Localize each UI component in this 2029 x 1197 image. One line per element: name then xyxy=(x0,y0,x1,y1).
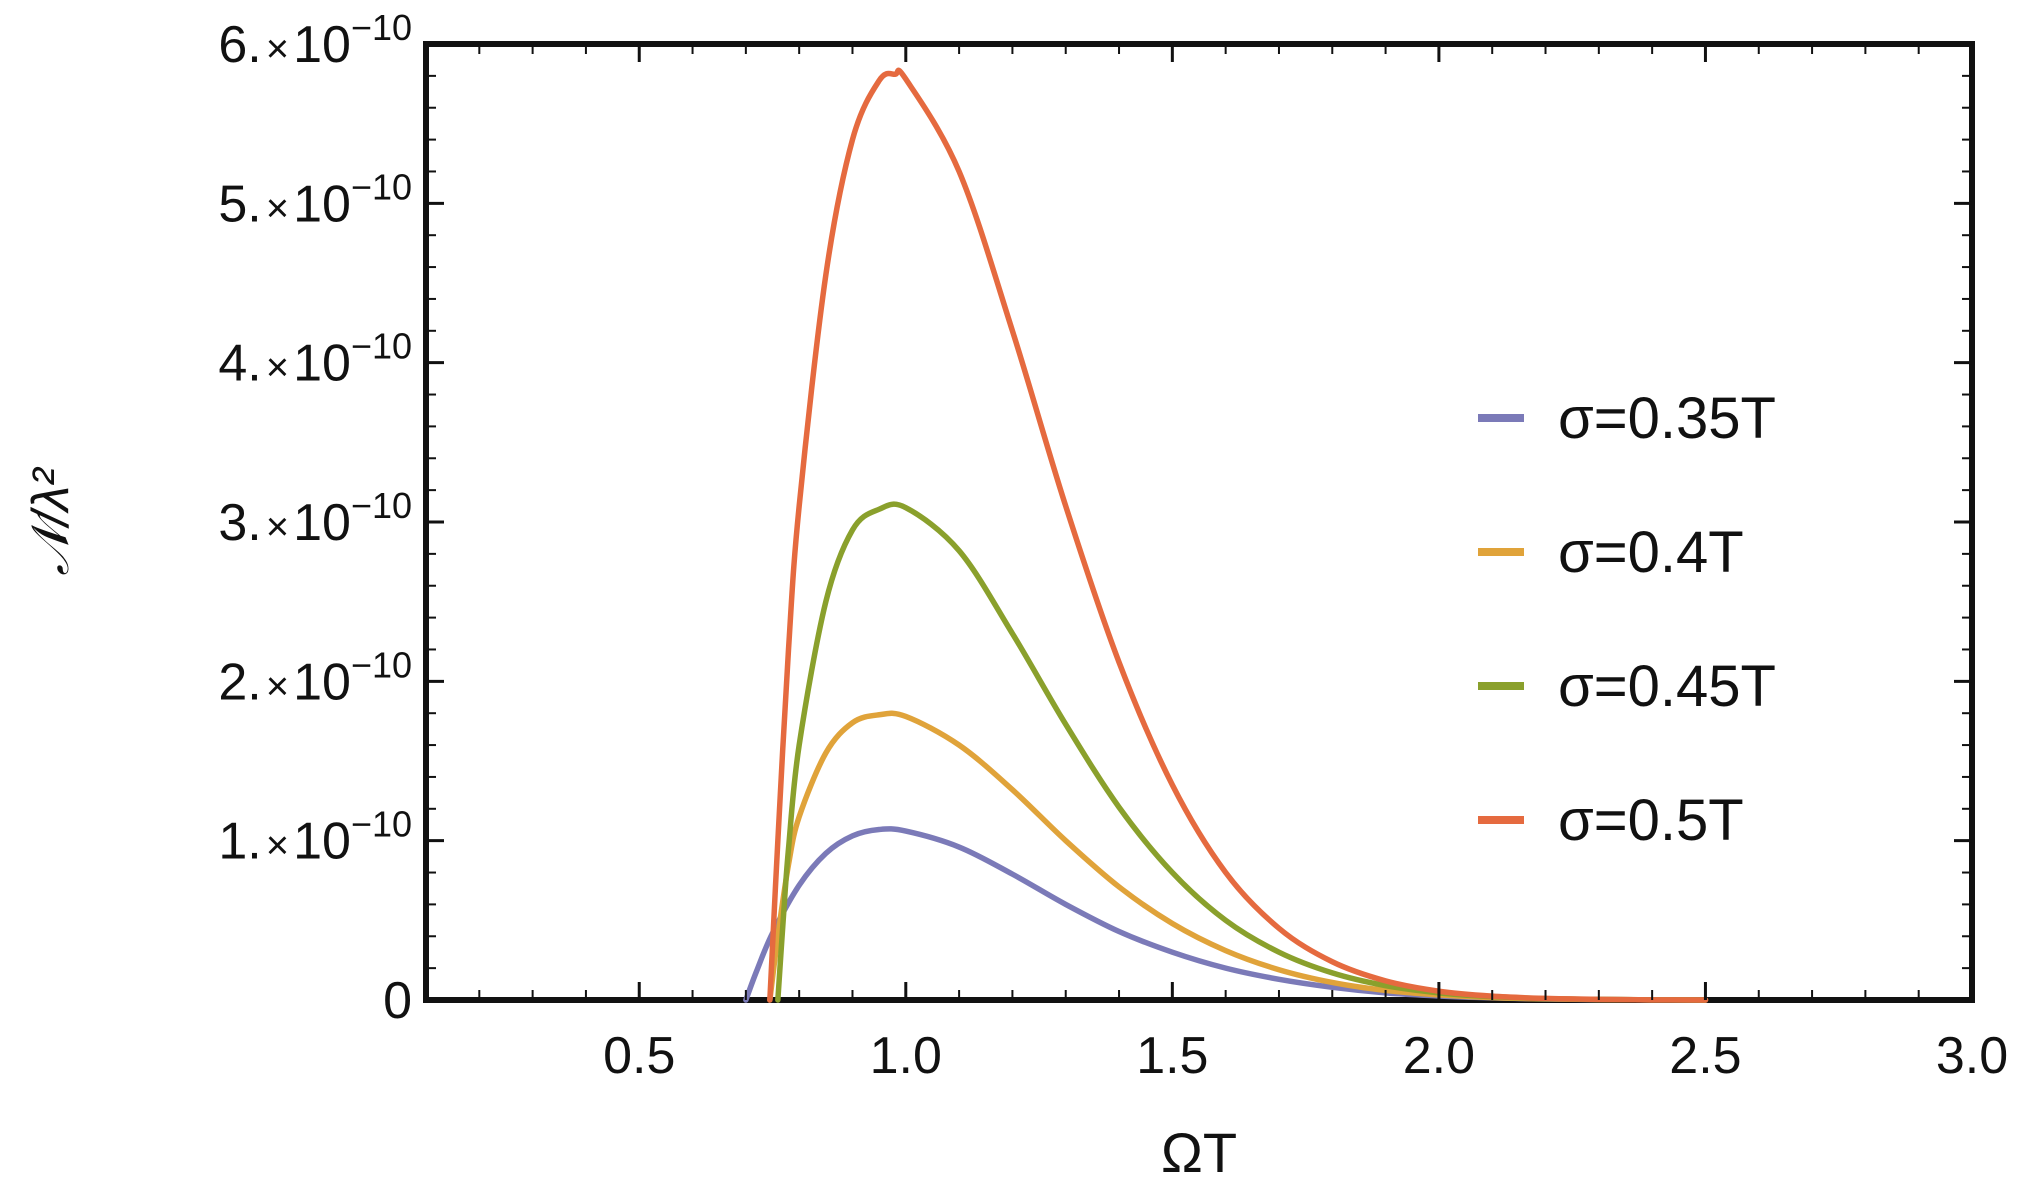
y-tick-label: 3. ×10−10 xyxy=(218,485,412,552)
x-tick-label: 0.5 xyxy=(603,1027,675,1085)
x-axis-ticks: 0.5 1.0 1.5 2.0 2.5 3.0 xyxy=(478,44,2008,1085)
series-line-2 xyxy=(767,710,1709,1003)
y-tick-label: 0 xyxy=(383,972,412,1030)
x-tick-label: 2.0 xyxy=(1403,1027,1475,1085)
y-tick-label: 1. ×10−10 xyxy=(218,804,412,871)
legend: σ=0.35T σ=0.4T σ=0.45T σ=0.5T xyxy=(1478,386,1776,853)
plot-area: 0.5 1.0 1.5 2.0 2.5 3.0 0 1. ×10−10 2. ×10−10 3. ×1… xyxy=(218,7,2008,1085)
legend-label-1: σ=0.35T xyxy=(1558,386,1776,451)
x-tick-label: 3.0 xyxy=(1936,1027,2008,1085)
y-tick-label: 4. ×10−10 xyxy=(218,326,412,393)
y-axis-ticks: 0 1. ×10−10 2. ×10−10 3. ×10−10 4. ×10−10 5. ×10−1… xyxy=(218,7,1972,1030)
y-axis-title: 𝒩/λ² xyxy=(22,467,80,576)
y-tick-label: 2. ×10−10 xyxy=(218,644,412,711)
legend-label-2: σ=0.4T xyxy=(1558,520,1744,585)
y-tick-label: 6. ×10−10 xyxy=(218,7,412,74)
y-tick-label: 5. ×10−10 xyxy=(218,166,412,233)
x-tick-label: 1.0 xyxy=(870,1027,942,1085)
x-tick-label: 1.5 xyxy=(1136,1027,1208,1085)
series-line-1 xyxy=(743,826,1709,1003)
x-tick-label: 2.5 xyxy=(1669,1027,1741,1085)
legend-label-4: σ=0.5T xyxy=(1558,788,1744,853)
series-line-4 xyxy=(767,67,1709,1003)
x-axis-title: ΩT xyxy=(1161,1121,1237,1184)
legend-label-3: σ=0.45T xyxy=(1558,654,1776,719)
